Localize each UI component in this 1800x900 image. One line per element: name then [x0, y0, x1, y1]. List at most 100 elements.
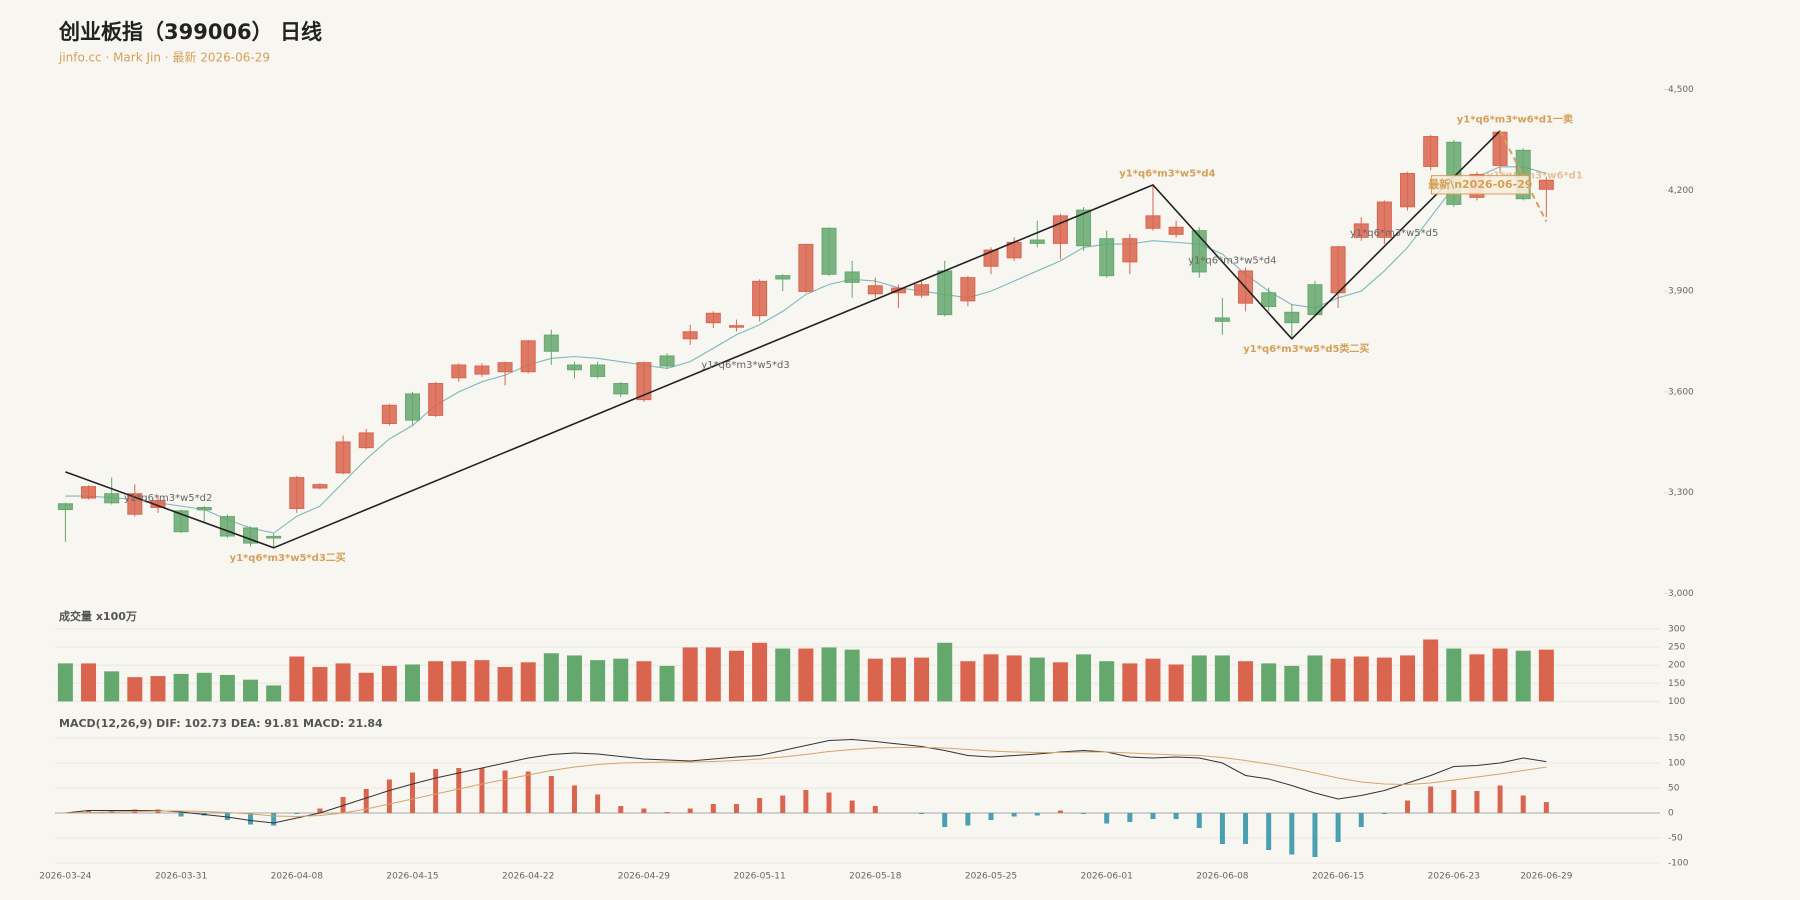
- volume-bar: [57, 663, 73, 702]
- y-tick-label: 250: [1668, 643, 1685, 653]
- volume-bar: [914, 657, 930, 702]
- x-tick-label: 2026-05-25: [965, 872, 1017, 882]
- candle-body: [266, 535, 282, 539]
- annotation: y1*q6*m3*w5*d3二买: [230, 552, 346, 564]
- candle-body: [1400, 173, 1416, 208]
- volume-bar: [543, 653, 559, 702]
- volume-bar: [798, 648, 814, 702]
- macd-bar: [1219, 813, 1225, 844]
- annotation: y1*q6*m3*w6*d1: [1487, 171, 1583, 182]
- candle-body: [1492, 131, 1508, 166]
- macd-bar: [1150, 813, 1156, 819]
- macd-bar: [1358, 813, 1364, 827]
- volume-bar: [1122, 663, 1138, 702]
- macd-bar: [1289, 813, 1295, 855]
- volume-bar: [312, 667, 328, 702]
- candle-body: [590, 364, 606, 377]
- volume-bar: [1469, 654, 1485, 702]
- y-tick-label: 100: [1668, 697, 1685, 707]
- candle-body: [219, 516, 235, 537]
- candle-body: [312, 484, 328, 489]
- volume-bar: [1029, 657, 1045, 702]
- candle-body: [914, 284, 930, 296]
- volume-bar: [636, 661, 652, 702]
- volume-bar: [1492, 648, 1508, 702]
- volume-bar: [81, 663, 97, 702]
- volume-bar: [405, 664, 420, 702]
- candle-body: [1261, 292, 1277, 308]
- chart-subtitle: jinfo.cc · Mark Jin · 最新 2026-06-29: [58, 50, 270, 65]
- annotation: y1*q6*m3*w5*d4: [1188, 256, 1276, 267]
- macd-bar: [178, 813, 184, 817]
- volume-bar: [219, 674, 235, 702]
- volume-bar: [682, 647, 698, 702]
- candle-body: [405, 393, 420, 421]
- volume-bar: [728, 650, 744, 702]
- volume-bar: [613, 658, 629, 702]
- latest-box: [1431, 175, 1530, 195]
- candle-body: [520, 340, 536, 373]
- candle-body: [451, 364, 467, 379]
- candle-body: [335, 441, 351, 474]
- volume-bar: [821, 647, 837, 702]
- macd-bar: [1081, 813, 1087, 814]
- x-tick-label: 2026-04-08: [271, 872, 324, 882]
- volume-bar: [243, 679, 259, 702]
- candle-body: [1446, 141, 1462, 205]
- macd-bar: [733, 804, 739, 813]
- volume-bar: [1538, 649, 1554, 702]
- macd-bar: [641, 808, 647, 813]
- volume-bar: [289, 656, 305, 702]
- macd-bar: [571, 785, 577, 813]
- x-tick-label: 2026-06-15: [1312, 872, 1364, 882]
- zigzag-line: [65, 130, 1501, 549]
- macd-bar: [1243, 813, 1249, 844]
- x-tick-label: 2026-04-22: [502, 872, 554, 882]
- macd-bar: [1451, 790, 1457, 813]
- candle-body: [381, 404, 397, 424]
- macd-bar: [363, 789, 369, 813]
- candle-body: [1029, 239, 1045, 244]
- macd-bar: [386, 779, 392, 813]
- candle-body: [798, 243, 814, 292]
- macd-bar: [618, 806, 624, 813]
- candle-body: [1330, 246, 1346, 294]
- volume-bar: [1168, 664, 1184, 702]
- volume-bar: [196, 672, 212, 702]
- macd-bar: [965, 813, 971, 826]
- volume-bar: [173, 673, 189, 702]
- volume-bar: [1446, 648, 1462, 702]
- volume-bar: [520, 662, 536, 702]
- macd-bar: [757, 798, 763, 813]
- x-tick-label: 2026-04-29: [618, 872, 671, 882]
- macd-bar: [479, 768, 485, 813]
- y-tick-label: 150: [1668, 679, 1685, 689]
- volume-bar: [1076, 654, 1092, 702]
- x-tick-label: 2026-05-18: [849, 872, 902, 882]
- macd-bar: [872, 806, 878, 813]
- macd-bar: [1011, 813, 1017, 817]
- macd-bar: [1335, 813, 1341, 842]
- volume-bar: [1006, 655, 1022, 702]
- volume-bar: [104, 671, 120, 702]
- annotation: y1*q6*m3*w6*d1一卖: [1457, 112, 1573, 125]
- y-tick-label: 3,600: [1668, 387, 1694, 397]
- candle-body: [428, 383, 444, 416]
- annotation: y1*q6*m3*w5*d5: [1350, 228, 1438, 239]
- candle-body: [81, 486, 97, 499]
- y-tick-label: 4,500: [1668, 85, 1694, 95]
- candle-body: [1376, 201, 1392, 238]
- candle-body: [775, 275, 791, 280]
- volume-bar: [451, 661, 467, 702]
- macd-bar: [988, 813, 994, 820]
- x-tick-label: 2026-06-01: [1081, 872, 1133, 882]
- candle-body: [937, 270, 953, 316]
- macd-bar: [1057, 810, 1063, 813]
- volume-bar: [1214, 655, 1230, 702]
- volume-bar: [428, 661, 444, 702]
- volume-bar: [705, 647, 721, 702]
- volume-bar: [867, 658, 883, 702]
- macd-bar: [271, 813, 277, 826]
